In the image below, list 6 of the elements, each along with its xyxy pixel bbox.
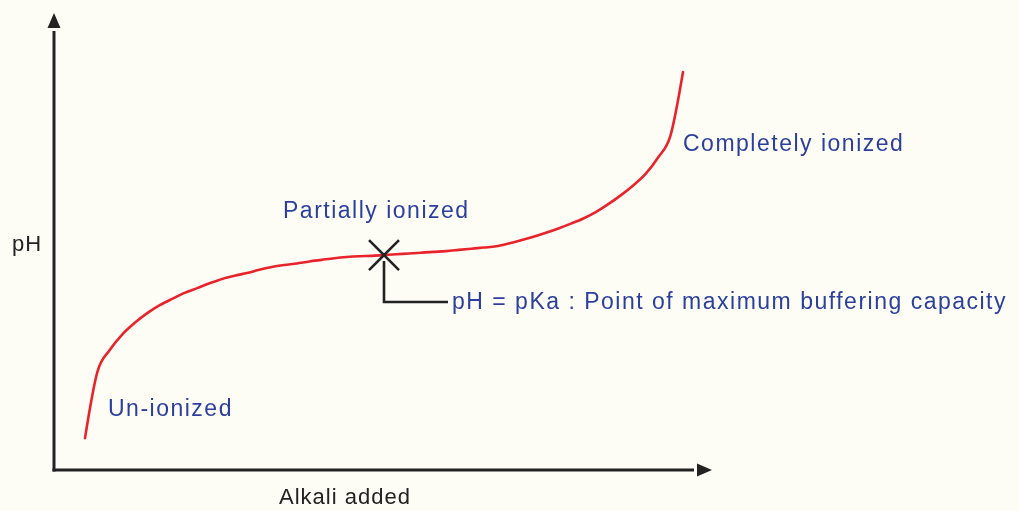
annotation: Partially ionized bbox=[283, 197, 470, 223]
annotation: pH = pKa : Point of maximum buffering capacity bbox=[452, 288, 1008, 314]
y-axis-title: pH bbox=[12, 231, 43, 256]
x-axis-title: Alkali added bbox=[279, 484, 411, 509]
annotation: Completely ionized bbox=[683, 130, 905, 156]
annotation: Un-ionized bbox=[108, 395, 233, 421]
